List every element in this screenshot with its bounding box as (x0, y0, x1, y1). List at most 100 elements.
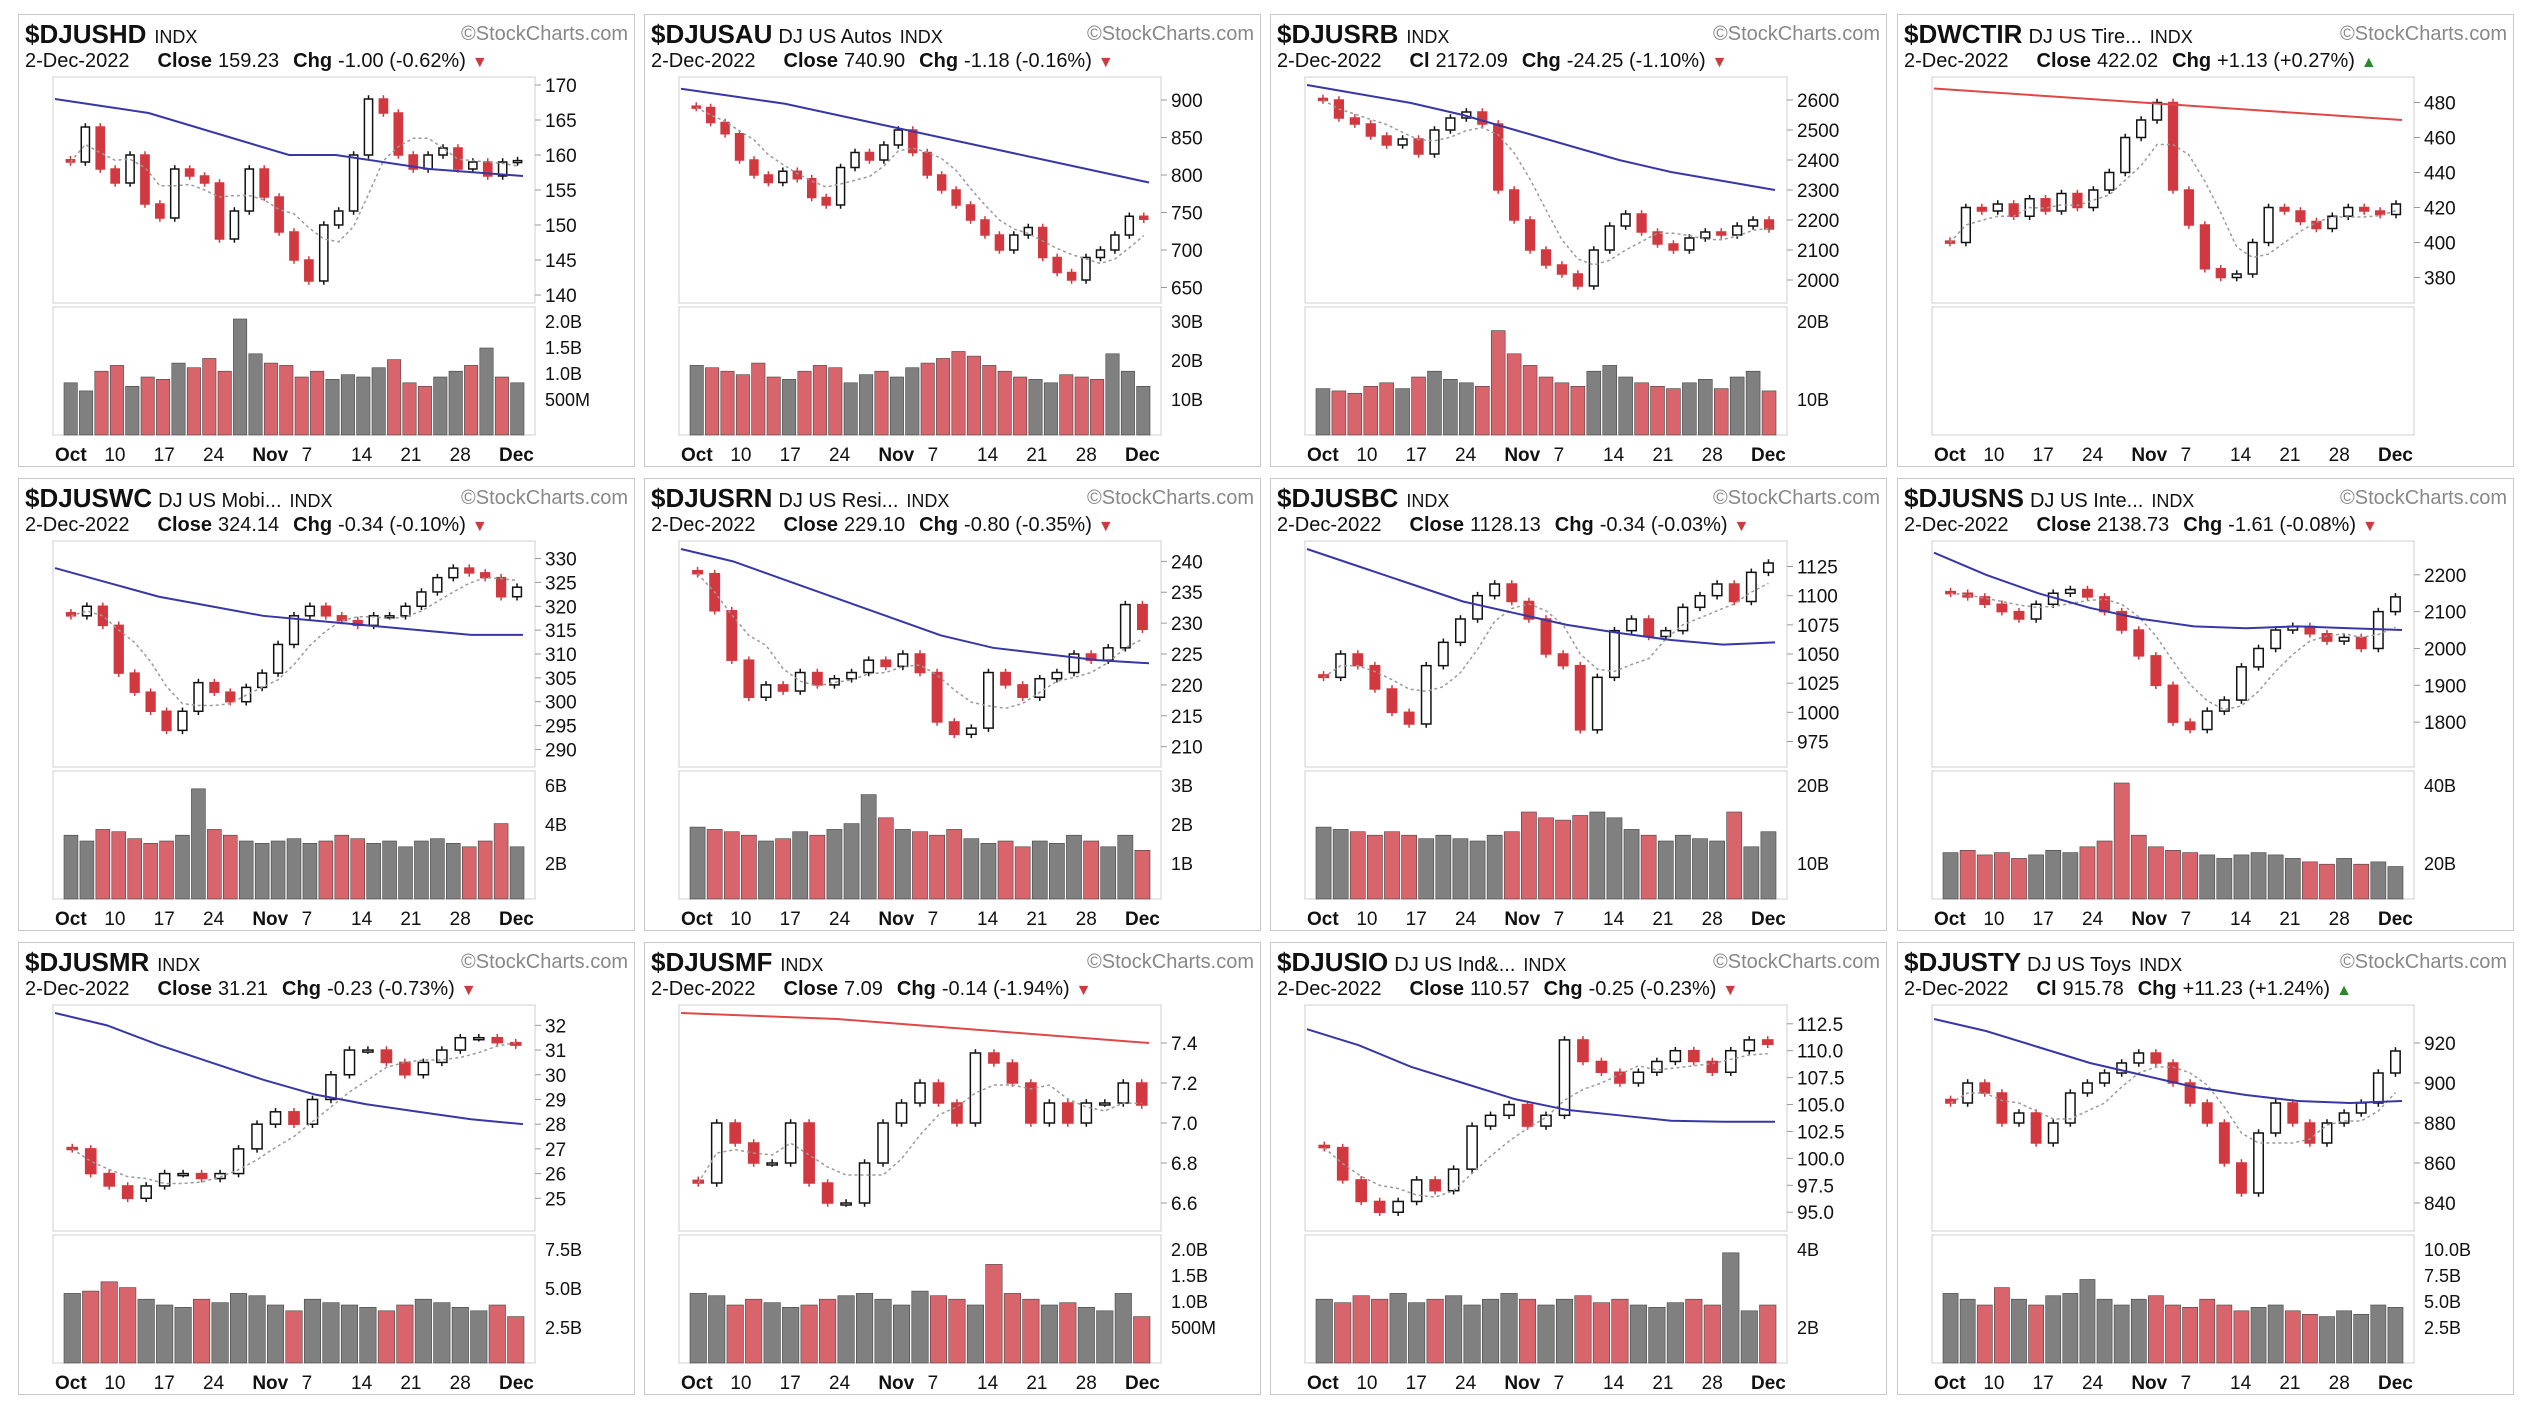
volume-bar (1726, 811, 1743, 900)
candle-body (1588, 249, 1599, 287)
x-tick-label: 10 (1983, 909, 2004, 930)
candle-body (1732, 225, 1743, 236)
volume-bar (745, 1298, 763, 1364)
chart-panel[interactable]: $DJUSRB INDX ©StockCharts.com 2-Dec-2022 Cl 2… (1270, 14, 1887, 467)
candle-body (778, 170, 788, 184)
volume-bar (1640, 834, 1657, 900)
volume-bar (2165, 849, 2181, 900)
close-value: 915.78 (2062, 978, 2124, 1000)
price-chart: 32 31 30 29 28 27 26 25 7.5B 5.0B 2.5B Oct 10 17 24 Nov… (52, 1004, 582, 1394)
candle-body (2338, 1112, 2350, 1124)
close-label: Close (157, 514, 212, 536)
volume-bar (82, 1290, 100, 1364)
symbol-title: $DJUSWC DJ US Mobi... INDX (25, 483, 333, 514)
volume-bar (946, 829, 963, 900)
candle-body (821, 196, 831, 206)
brand-label: ©StockCharts.com (461, 23, 628, 46)
volume-bar (356, 376, 371, 436)
volume-bar (1570, 385, 1586, 436)
brand-label: ©StockCharts.com (2340, 23, 2507, 46)
x-tick-label: 14 (351, 909, 373, 930)
volume-bar (1090, 379, 1105, 436)
price-tick-label: 1100 (1797, 587, 1838, 608)
candle-body (140, 154, 150, 205)
brand-label: ©StockCharts.com (1087, 23, 1254, 46)
volume-bar (1049, 843, 1065, 900)
candle-body (1724, 1049, 1737, 1073)
candle-body (811, 671, 823, 686)
candle-body (1095, 249, 1106, 259)
x-tick-label: Oct (681, 1373, 713, 1394)
chart-panel[interactable]: $DJUSMR INDX ©StockCharts.com 2-Dec-2022 Clo… (18, 942, 635, 1395)
price-tick-label: 240 (1171, 552, 1203, 573)
triangle-down-icon: ▼ (471, 518, 488, 535)
volume-tick-label: 500M (1171, 1318, 1216, 1338)
candle-body (2355, 636, 2367, 650)
x-tick-label: 14 (977, 1373, 999, 1394)
brand-label: ©StockCharts.com (461, 487, 628, 510)
chart-panel[interactable]: $DJUSAU DJ US Autos INDX ©StockCharts.com 2-… (644, 14, 1261, 467)
symbol: $DJUSNS (1904, 483, 2024, 513)
symbol-title: $DJUSRN DJ US Resi... INDX (651, 483, 949, 514)
candle-body (399, 1061, 411, 1076)
volume-bar (1490, 330, 1506, 436)
volume-bar (1486, 834, 1503, 900)
brand-label: ©StockCharts.com (1087, 487, 1254, 510)
price-tick-label: 32 (545, 1016, 566, 1037)
chart-panel[interactable]: $DJUSRN DJ US Resi... INDX ©StockCharts.com… (644, 478, 1261, 931)
candle-body (1643, 618, 1655, 638)
candle-body (155, 203, 165, 219)
close-label: Close (1409, 978, 1464, 1000)
volume-tick-label: 1.0B (545, 364, 582, 384)
volume-bar (493, 823, 509, 900)
copyright-icon: © (1712, 951, 1728, 973)
candle-body (1017, 684, 1029, 698)
candle-body (2120, 136, 2131, 174)
candle-body (343, 1049, 356, 1076)
volume-bar (63, 1293, 81, 1364)
candle-body (692, 570, 704, 575)
candle-body (1595, 1060, 1608, 1073)
candle-body (1506, 583, 1518, 603)
brand-label: ©StockCharts.com (2340, 487, 2507, 510)
price-tick-label: 650 (1171, 279, 1203, 300)
price-tick-label: 25 (545, 1189, 566, 1210)
volume-tick-label: 20B (1171, 351, 1203, 371)
candle-body (336, 615, 347, 622)
volume-bar (751, 362, 766, 436)
candle-body (65, 612, 77, 617)
volume-bar (1443, 379, 1458, 436)
chart-panel[interactable]: $DJUSBC INDX ©StockCharts.com 2-Dec-2022 Clo… (1270, 478, 1887, 931)
chart-panel[interactable]: $DJUSWC DJ US Mobi... INDX ©StockCharts.com… (18, 478, 635, 931)
candle-body (1660, 629, 1672, 638)
chart-panel[interactable]: $DJUSIO DJ US Ind&... INDX ©StockCharts.com… (1270, 942, 1887, 1395)
candle-body (2231, 273, 2242, 279)
volume-tick-label: 1.0B (1171, 1292, 1208, 1312)
candle-body (2218, 1122, 2230, 1164)
chart-panel[interactable]: $DJUSNS DJ US Inte... INDX ©StockCharts.com… (1897, 478, 2514, 931)
chart-panel[interactable]: $DWCTIR DJ US Tire... INDX ©StockCharts.com… (1897, 14, 2514, 467)
volume-tick-label: 2.5B (545, 1318, 582, 1338)
candle-body (1349, 117, 1360, 125)
x-tick-label: Oct (1307, 445, 1339, 466)
volume-bar (1401, 834, 1417, 900)
brand-text: StockCharts.com (1101, 487, 1254, 509)
candle-body (2253, 647, 2265, 668)
ma-long-line (1933, 1018, 2403, 1105)
quote-line: 2-Dec-2022 Cl 2172.09 Chg -24.25 (-1.10%) ▼ (1277, 50, 1728, 73)
chart-panel[interactable]: $DJUSHD INDX ©StockCharts.com 2-Dec-2022 Clo… (18, 14, 635, 467)
date-label: 2-Dec-2022 (651, 50, 756, 72)
x-tick-label: 14 (351, 445, 373, 466)
chart-panel[interactable]: $DJUSMF INDX ©StockCharts.com 2-Dec-2022 Clo… (644, 942, 1261, 1395)
volume-frame (52, 306, 536, 436)
candle-body (1081, 256, 1091, 281)
volume-bar (1698, 379, 1713, 436)
volume-bar (1555, 819, 1571, 900)
copyright-icon: © (2339, 487, 2355, 509)
chart-panel[interactable]: $DJUSTY DJ US Toys INDX ©StockCharts.com 2-D… (1897, 942, 2514, 1395)
candle-body (417, 1061, 430, 1076)
x-tick-label: 10 (730, 1373, 751, 1394)
x-tick-label: 7 (1554, 445, 1565, 466)
candle-body (2374, 210, 2386, 216)
